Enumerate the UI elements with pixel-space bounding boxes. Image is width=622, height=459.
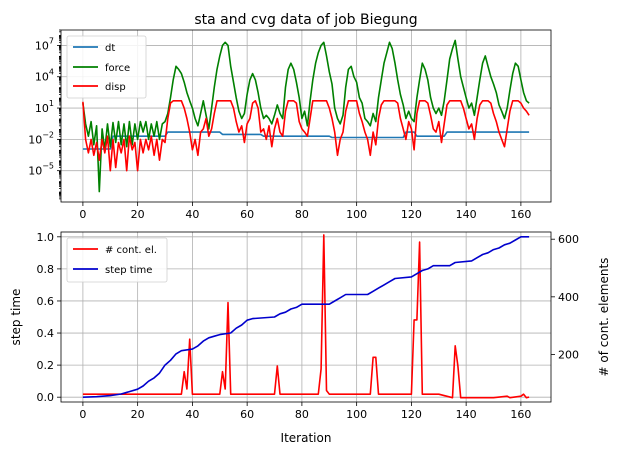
bottom-legend: # cont. el. step time	[66, 237, 168, 283]
bottom-right-y-tick-label: 200	[558, 348, 579, 361]
bottom-plot-frame	[60, 231, 552, 403]
bottom-right-y-tick-label: 600	[558, 233, 579, 246]
top-lines	[82, 39, 530, 193]
bottom-y-tick-label: 0.6	[37, 295, 55, 308]
bottom-y-tick-label: 0.8	[37, 263, 55, 276]
legend-label-dt: dt	[105, 43, 115, 54]
top-x-tick-label: 120	[401, 208, 422, 221]
top-xticks: 0 20 40 60 80 100 120 140 160	[79, 202, 531, 221]
y-axis-label-left: step time	[9, 289, 23, 346]
x-axis-label: Iteration	[281, 431, 332, 445]
bottom-x-tick-label: 80	[295, 408, 309, 421]
y-axis-label-right: # of cont. elements	[597, 258, 611, 377]
top-y-tick-label: 107	[35, 36, 54, 52]
bottom-x-tick-label: 100	[346, 408, 367, 421]
top-y-tick-label: 10−2	[28, 130, 54, 146]
legend-label-cont-el: # cont. el.	[105, 245, 157, 256]
series-line-force	[82, 39, 530, 193]
top-x-tick-label: 100	[346, 208, 367, 221]
bottom-y-tick-label: 0.4	[37, 327, 55, 340]
top-plot: 0 20 40 60 80 100 120 140 160 10−510−2101104107 …	[28, 12, 552, 221]
bottom-lines	[82, 234, 530, 399]
top-x-tick-label: 20	[131, 208, 145, 221]
top-y-tick-label: 104	[35, 68, 54, 84]
legend-label-disp: disp	[105, 82, 126, 93]
top-grid	[61, 30, 551, 202]
series-line-disp	[82, 100, 530, 172]
legend-label-step-time: step time	[105, 265, 152, 276]
bottom-x-tick-label: 160	[510, 408, 531, 421]
bottom-y-tick-label: 1.0	[37, 231, 55, 244]
top-y-tick-label: 10−5	[28, 162, 54, 178]
top-yticks: 10−5 10−2 101 104 107	[28, 29, 61, 200]
top-y-tick-label: 101	[35, 99, 54, 115]
series-line-dt	[82, 131, 530, 150]
bottom-y-tick-label: 0.2	[37, 359, 55, 372]
bottom-x-tick-label: 40	[185, 408, 199, 421]
legend-label-force: force	[105, 63, 130, 74]
bottom-left-yticks: 0.0 0.2 0.4 0.6 0.8 1.0	[37, 231, 61, 404]
bottom-x-tick-label: 60	[240, 408, 254, 421]
top-x-tick-label: 140	[456, 208, 477, 221]
bottom-x-tick-label: 20	[131, 408, 145, 421]
top-legend: dt force disp	[66, 35, 147, 99]
series-line-step-time	[82, 236, 530, 398]
top-title: sta and cvg data of job Biegung	[194, 12, 417, 28]
top-plot-frame	[60, 29, 552, 203]
series-line--cont-el-	[82, 234, 530, 399]
bottom-x-tick-label: 140	[456, 408, 477, 421]
top-x-tick-label: 0	[79, 208, 86, 221]
bottom-xticks: 0 20 40 60 80 100 120 140 160	[79, 402, 531, 421]
bottom-right-y-tick-label: 400	[558, 291, 579, 304]
top-x-tick-label: 160	[510, 208, 531, 221]
bottom-x-tick-label: 120	[401, 408, 422, 421]
bottom-plot: 0 20 40 60 80 100 120 140 160 0.0 0.2 0.4 0.6 0.8 1.0…	[9, 231, 611, 445]
top-x-tick-label: 60	[240, 208, 254, 221]
top-x-tick-label: 40	[185, 208, 199, 221]
bottom-y-tick-label: 0.0	[37, 391, 55, 404]
top-x-tick-label: 80	[295, 208, 309, 221]
bottom-right-yticks: 200 400 600	[551, 233, 579, 361]
bottom-x-tick-label: 0	[79, 408, 86, 421]
